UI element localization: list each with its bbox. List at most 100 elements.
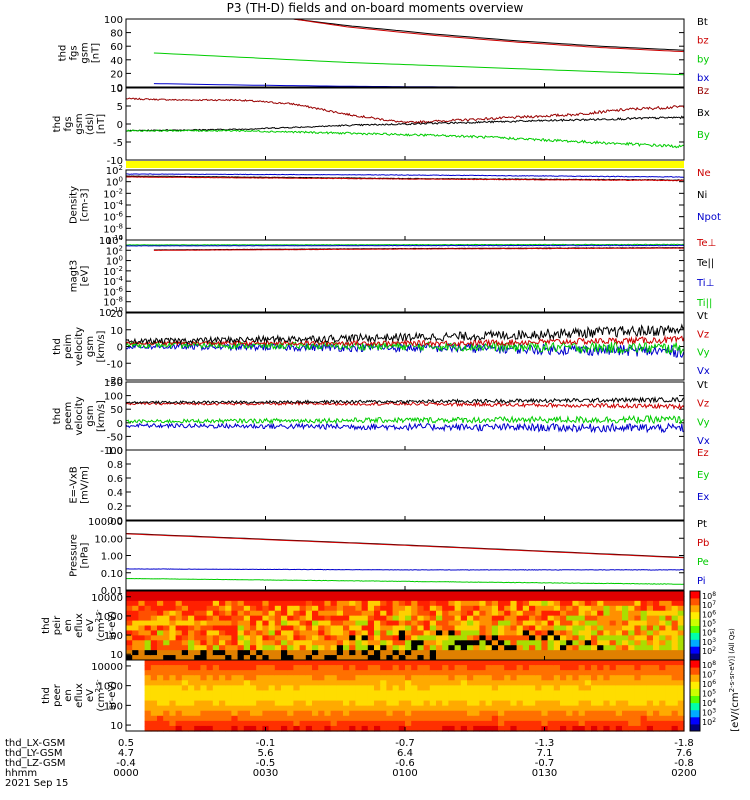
heatmap-cell bbox=[163, 610, 170, 617]
heatmap-cell bbox=[646, 695, 654, 702]
heatmap-cell bbox=[659, 591, 666, 597]
heatmap-cell bbox=[591, 720, 598, 727]
heatmap-cell bbox=[411, 690, 418, 697]
footer-value: -0.8 bbox=[674, 758, 694, 769]
y-axis-label: [mV/m] bbox=[80, 466, 91, 504]
heatmap-cell bbox=[188, 660, 195, 666]
heatmap-cell bbox=[219, 655, 226, 661]
heatmap-cell bbox=[225, 595, 232, 602]
heatmap-cell bbox=[572, 645, 580, 651]
heatmap-cell bbox=[504, 710, 511, 717]
heatmap-cell bbox=[671, 600, 679, 607]
heatmap-cell bbox=[262, 660, 270, 666]
heatmap-cell bbox=[646, 595, 654, 602]
heatmap-cell bbox=[262, 680, 270, 686]
heatmap-cell bbox=[442, 710, 449, 717]
heatmap-cell bbox=[132, 705, 139, 712]
heatmap-cell bbox=[597, 655, 604, 661]
footer-value: 6.4 bbox=[397, 748, 413, 759]
heatmap-cell bbox=[510, 675, 518, 681]
heatmap-cell bbox=[634, 700, 642, 707]
heatmap-cell bbox=[485, 710, 493, 717]
heatmap-cell bbox=[194, 591, 201, 597]
heatmap-cell bbox=[485, 695, 493, 702]
heatmap-cell bbox=[262, 705, 270, 712]
heatmap-cell bbox=[640, 615, 648, 622]
heatmap-cell bbox=[212, 625, 220, 632]
heatmap-cell bbox=[553, 675, 561, 681]
heatmap-cell bbox=[553, 685, 561, 692]
heatmap-cell bbox=[206, 595, 214, 602]
heatmap-cell bbox=[256, 690, 263, 697]
series-Ne bbox=[125, 176, 684, 182]
heatmap-cell bbox=[318, 595, 325, 602]
heatmap-cell bbox=[188, 695, 195, 702]
series-bz bbox=[293, 18, 685, 53]
heatmap-cell bbox=[212, 720, 220, 727]
heatmap-cell bbox=[535, 630, 542, 636]
heatmap-cell bbox=[157, 705, 164, 712]
heatmap-cell bbox=[274, 665, 282, 671]
heatmap-cell bbox=[206, 665, 214, 671]
heatmap-cell bbox=[634, 620, 642, 627]
heatmap-cell bbox=[175, 710, 183, 717]
heatmap-cell bbox=[504, 605, 511, 612]
heatmap-cell bbox=[615, 635, 623, 641]
heatmap-cell bbox=[609, 700, 617, 707]
heatmap-cell bbox=[479, 605, 487, 612]
heatmap-cell bbox=[566, 630, 573, 636]
heatmap-cell bbox=[336, 610, 344, 617]
heatmap-cell bbox=[181, 680, 189, 686]
heatmap-cell bbox=[591, 705, 598, 712]
heatmap-cell bbox=[318, 605, 325, 612]
heatmap-cell bbox=[665, 695, 673, 702]
colorbar-swatch bbox=[690, 646, 700, 654]
heatmap-cell bbox=[268, 685, 276, 692]
heatmap-cell bbox=[423, 715, 431, 722]
heatmap-cell bbox=[374, 630, 381, 636]
y-tick-label: 40 bbox=[110, 56, 123, 67]
heatmap-cell bbox=[132, 640, 139, 646]
heatmap-cell bbox=[640, 625, 648, 632]
heatmap-cell bbox=[417, 620, 425, 627]
heatmap-cell bbox=[336, 695, 344, 702]
heatmap-cell bbox=[169, 655, 177, 661]
heatmap-cell bbox=[367, 670, 375, 676]
heatmap-cell bbox=[293, 630, 301, 636]
heatmap-cell bbox=[479, 715, 487, 722]
heatmap-cell bbox=[225, 695, 232, 702]
heatmap-cell bbox=[256, 685, 263, 692]
heatmap-cell bbox=[572, 635, 580, 641]
heatmap-cell bbox=[640, 715, 648, 722]
heatmap-cell bbox=[380, 675, 387, 681]
heatmap-cell bbox=[343, 605, 350, 612]
heatmap-cell bbox=[398, 645, 406, 651]
heatmap-cell bbox=[498, 620, 505, 627]
heatmap-cell bbox=[274, 670, 282, 676]
heatmap-cell bbox=[659, 645, 666, 651]
heatmap-cell bbox=[367, 725, 375, 732]
legend-Vt: Vt bbox=[697, 380, 708, 391]
heatmap-cell bbox=[591, 675, 598, 681]
heatmap-cell bbox=[163, 635, 170, 641]
heatmap-cell bbox=[361, 645, 369, 651]
heatmap-cell bbox=[405, 615, 412, 622]
heatmap-cell bbox=[324, 720, 332, 727]
heatmap-cell bbox=[510, 710, 518, 717]
heatmap-cell bbox=[405, 610, 412, 617]
heatmap-cell bbox=[423, 690, 431, 697]
heatmap-cell bbox=[361, 700, 369, 707]
heatmap-cell bbox=[436, 645, 443, 651]
heatmap-cell bbox=[169, 630, 177, 636]
heatmap-cell bbox=[361, 685, 369, 692]
heatmap-cell bbox=[330, 625, 338, 632]
heatmap-cell bbox=[622, 655, 629, 661]
heatmap-cell bbox=[281, 675, 288, 681]
heatmap-cell bbox=[219, 595, 226, 602]
heatmap-cell bbox=[634, 680, 642, 686]
heatmap-cell bbox=[498, 615, 505, 622]
heatmap-cell bbox=[560, 715, 567, 722]
heatmap-cell bbox=[498, 705, 505, 712]
heatmap-cell bbox=[318, 650, 325, 656]
heatmap-cell bbox=[566, 615, 573, 622]
